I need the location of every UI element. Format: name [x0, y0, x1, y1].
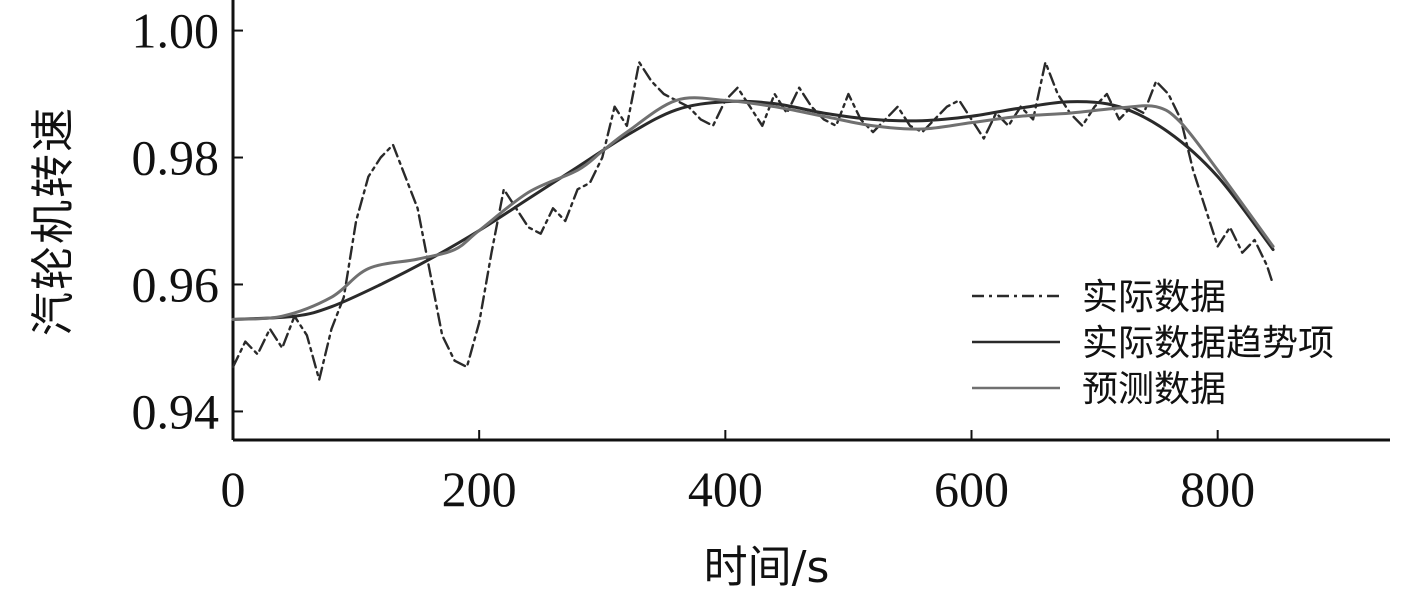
y-tick-label: 0.94	[132, 383, 220, 439]
x-tick-label: 600	[934, 461, 1009, 517]
series-line	[231, 61, 1275, 381]
legend-label: 预测数据	[1082, 369, 1226, 410]
series-line	[231, 96, 1275, 321]
x-tick-label: 0	[221, 461, 246, 517]
y-tick-label: 1.00	[132, 3, 220, 59]
x-axis-title: 时间/s	[704, 542, 830, 593]
y-tick-label: 0.98	[132, 130, 220, 186]
x-tick-label: 200	[442, 461, 517, 517]
legend-label: 实际数据趋势项	[1082, 323, 1334, 364]
x-tick-label: 400	[688, 461, 763, 517]
ticks: 0 200 400 600 800 0.94 0.96 0.98 1.00	[132, 3, 1256, 517]
y-tick-label: 0.96	[132, 256, 220, 312]
x-tick-label: 800	[1180, 461, 1255, 517]
series-line	[231, 99, 1275, 321]
plot-area	[231, 61, 1275, 381]
legend-label: 实际数据	[1082, 277, 1226, 318]
y-axis-title: 汽轮机转速	[28, 106, 79, 336]
